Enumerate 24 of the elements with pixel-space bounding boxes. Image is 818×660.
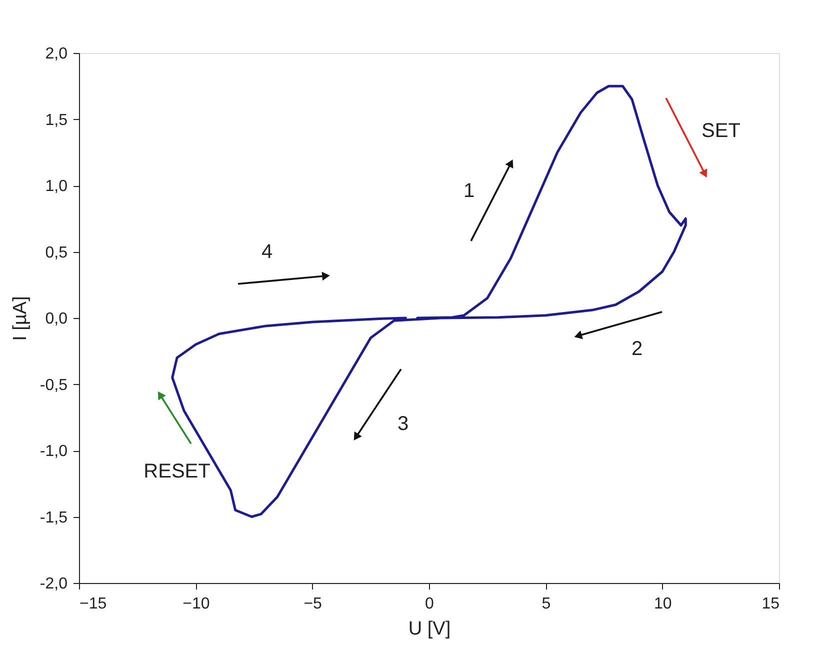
annotation: 4 bbox=[261, 240, 273, 263]
y-tick-label: 0,5 bbox=[45, 244, 68, 262]
x-tick-label: 15 bbox=[762, 596, 780, 612]
y-axis-title: I [µA] bbox=[10, 296, 31, 341]
annotation: SET bbox=[702, 120, 740, 142]
x-tick-label: −10 bbox=[182, 596, 210, 612]
x-tick-label: 0 bbox=[425, 596, 434, 612]
y-tick-label: -2,0 bbox=[40, 576, 68, 592]
x-tick-label: −15 bbox=[80, 596, 107, 612]
annotation: RESET bbox=[144, 460, 210, 483]
y-tick-label: -1,5 bbox=[40, 509, 68, 526]
annotation: 2 bbox=[631, 338, 643, 360]
y-tick-label: -1,0 bbox=[40, 443, 68, 460]
x-tick-label: 5 bbox=[542, 596, 551, 612]
annotation: 1 bbox=[463, 180, 475, 202]
x-tick-label: 10 bbox=[654, 596, 672, 612]
x-axis-title: U [V] bbox=[408, 618, 451, 640]
annotation: 3 bbox=[397, 413, 409, 436]
y-tick-label: 1,5 bbox=[45, 112, 68, 129]
y-tick-label: 0,0 bbox=[45, 310, 68, 328]
y-tick-label: -0,5 bbox=[40, 376, 68, 394]
y-tick-label: 1,0 bbox=[45, 178, 68, 195]
y-tick-label: 2,0 bbox=[45, 46, 68, 62]
x-tick-label: −5 bbox=[304, 596, 322, 612]
